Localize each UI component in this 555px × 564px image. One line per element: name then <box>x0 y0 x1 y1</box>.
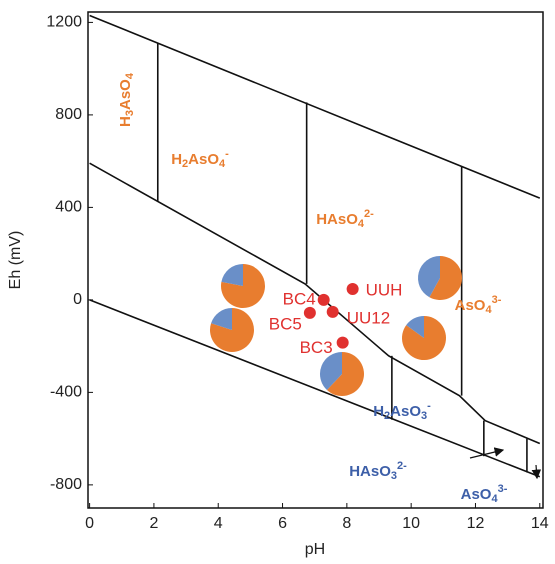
species-label: H3AsO4 <box>117 72 136 127</box>
species-label: HAsO42- <box>316 208 374 230</box>
sample-label: UUH <box>366 281 403 300</box>
sample-point <box>317 293 330 306</box>
species-label: AsO43- <box>455 294 502 316</box>
x-tick-label: 2 <box>149 515 158 532</box>
pie-slice <box>221 264 243 286</box>
y-tick-label: 800 <box>55 106 82 123</box>
sample-point <box>303 306 316 319</box>
sample-label: BC3 <box>300 338 333 357</box>
pie-slice <box>418 256 440 298</box>
pie-slice <box>210 307 255 353</box>
species-label: H2AsO3- <box>373 400 431 422</box>
species-part: 3 <box>391 470 397 482</box>
species-part: H <box>171 151 182 168</box>
species-part: 2- <box>364 208 374 220</box>
species-part: 4 <box>485 304 492 316</box>
species-label: HAsO32- <box>349 460 407 482</box>
boundary-line <box>89 299 541 478</box>
x-axis-title: pH <box>305 541 325 558</box>
y-tick-label: 400 <box>55 199 82 216</box>
sample-point <box>346 283 359 296</box>
sample-label: UU12 <box>347 308 390 327</box>
species-part: AsO <box>117 79 134 110</box>
pie-slice <box>211 308 232 330</box>
species-part: H <box>373 403 384 420</box>
y-tick-label: -800 <box>50 476 82 493</box>
x-tick-label: 14 <box>531 515 549 532</box>
y-tick-label: 1200 <box>46 14 82 31</box>
sample-point <box>336 336 349 349</box>
pie-slice <box>406 316 424 338</box>
species-part: HAsO <box>316 211 358 228</box>
species-part: HAsO <box>349 463 391 480</box>
y-axis-title: Eh (mV) <box>7 231 24 290</box>
boundary-line <box>89 162 541 445</box>
species-part: 3 <box>421 410 427 422</box>
pie-slice <box>429 256 463 300</box>
species-part: - <box>225 148 229 160</box>
boundary-line <box>89 14 541 199</box>
pie-slice <box>326 352 364 396</box>
species-part: 3- <box>498 483 508 495</box>
x-tick-label: 8 <box>342 515 351 532</box>
species-part: - <box>427 400 431 412</box>
species-part: AsO <box>188 151 219 168</box>
species-part: H <box>117 116 134 127</box>
x-tick-label: 10 <box>402 515 420 532</box>
sample-point <box>326 305 339 318</box>
x-tick-label: 6 <box>278 515 287 532</box>
species-part: 4 <box>358 218 365 230</box>
species-part: 2 <box>384 410 390 422</box>
species-part: 2- <box>397 460 407 472</box>
arrow <box>469 447 505 459</box>
x-tick-label: 0 <box>85 515 94 532</box>
x-tick-label: 12 <box>467 515 485 532</box>
species-label: H2AsO4- <box>171 148 229 170</box>
sample-label: BC4 <box>283 289 316 308</box>
species-part: AsO <box>455 297 486 314</box>
species-part: 4 <box>219 158 226 170</box>
species-part: 4 <box>124 72 136 79</box>
y-tick-label: 0 <box>73 291 82 308</box>
plot-frame <box>87 11 544 509</box>
x-tick-label: 4 <box>214 515 223 532</box>
pie-slice <box>320 352 342 391</box>
y-tick-label: -400 <box>50 384 82 401</box>
species-part: 4 <box>491 493 498 505</box>
species-label: AsO43- <box>461 483 508 505</box>
species-part: AsO <box>461 486 492 503</box>
sample-label: BC5 <box>269 314 302 333</box>
species-part: 3- <box>492 294 502 306</box>
species-part: 3 <box>124 110 136 116</box>
species-part: AsO <box>390 403 421 420</box>
species-part: 2 <box>182 158 188 170</box>
